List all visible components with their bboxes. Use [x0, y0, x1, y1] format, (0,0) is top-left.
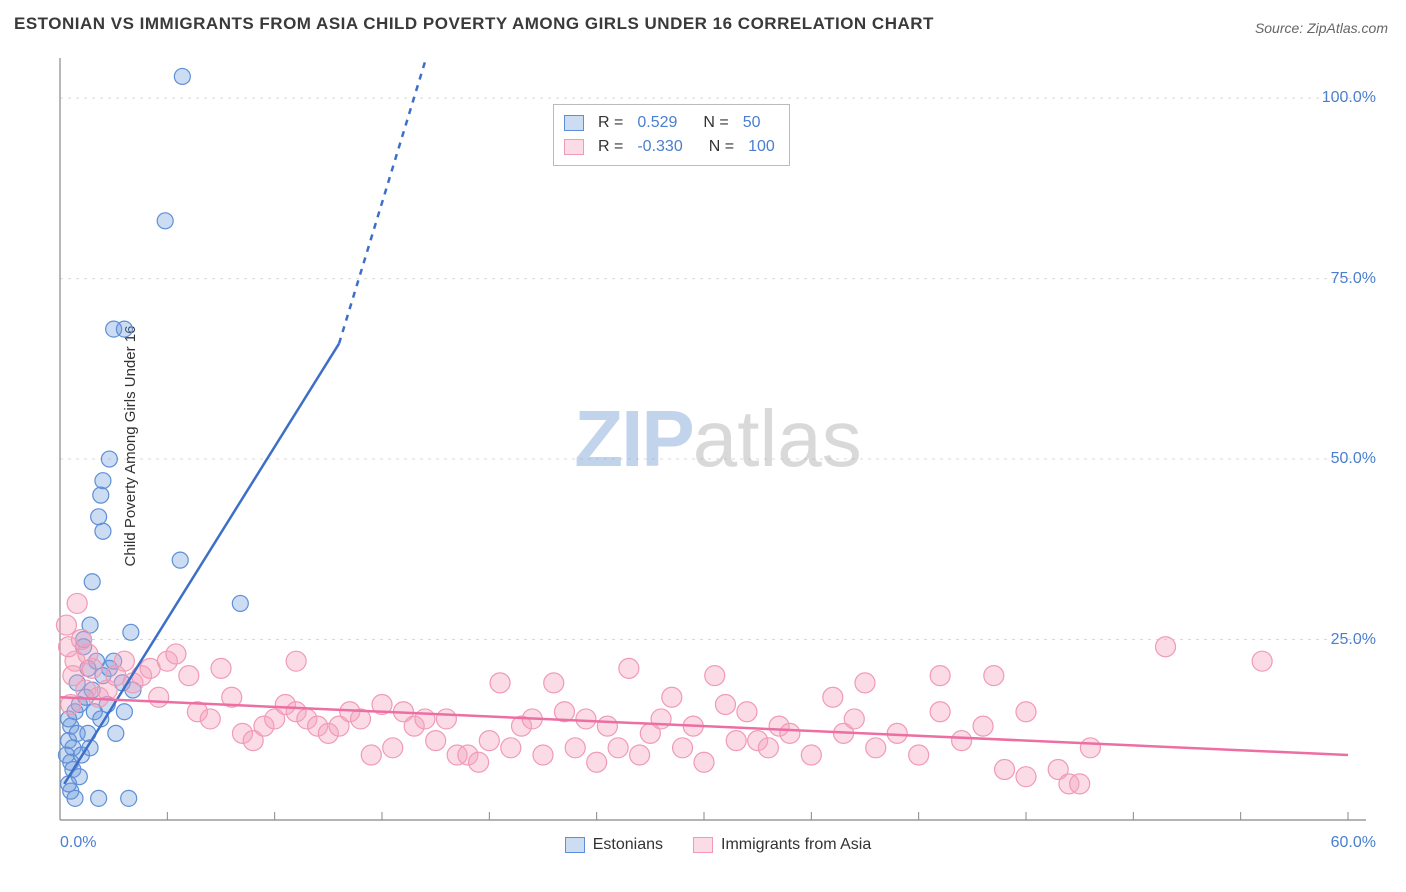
- stat-label: N =: [703, 111, 728, 135]
- y-tick-label: 50.0%: [1331, 450, 1376, 468]
- stat-label: R =: [598, 111, 623, 135]
- swatch-icon: [564, 139, 584, 155]
- swatch-icon: [564, 115, 584, 131]
- stat-value: 0.529: [637, 111, 677, 135]
- legend: Estonians Immigrants from Asia: [48, 836, 1388, 854]
- chart-title: ESTONIAN VS IMMIGRANTS FROM ASIA CHILD P…: [14, 14, 934, 34]
- y-tick-label: 25.0%: [1331, 631, 1376, 649]
- stat-value: 50: [743, 111, 761, 135]
- swatch-icon: [693, 837, 713, 853]
- scatter-plot-svg: [48, 50, 1388, 860]
- stats-row: R = 0.529 N = 50: [564, 111, 775, 135]
- stat-label: N =: [709, 135, 734, 159]
- source-label: Source: ZipAtlas.com: [1255, 20, 1388, 36]
- stat-label: R =: [598, 135, 623, 159]
- legend-label: Immigrants from Asia: [721, 836, 871, 854]
- stats-box: R = 0.529 N = 50 R = -0.330 N = 100: [553, 104, 790, 166]
- x-tick-label: 60.0%: [1331, 834, 1376, 852]
- legend-item: Estonians: [565, 836, 663, 854]
- stat-value: -0.330: [637, 135, 682, 159]
- y-tick-label: 100.0%: [1322, 89, 1376, 107]
- x-tick-label: 0.0%: [60, 834, 96, 852]
- y-tick-label: 75.0%: [1331, 270, 1376, 288]
- chart-area: ZIPatlas R = 0.529 N = 50 R = -0.330 N =…: [48, 50, 1388, 860]
- swatch-icon: [565, 837, 585, 853]
- stats-row: R = -0.330 N = 100: [564, 135, 775, 159]
- legend-label: Estonians: [593, 836, 663, 854]
- legend-item: Immigrants from Asia: [693, 836, 871, 854]
- stat-value: 100: [748, 135, 775, 159]
